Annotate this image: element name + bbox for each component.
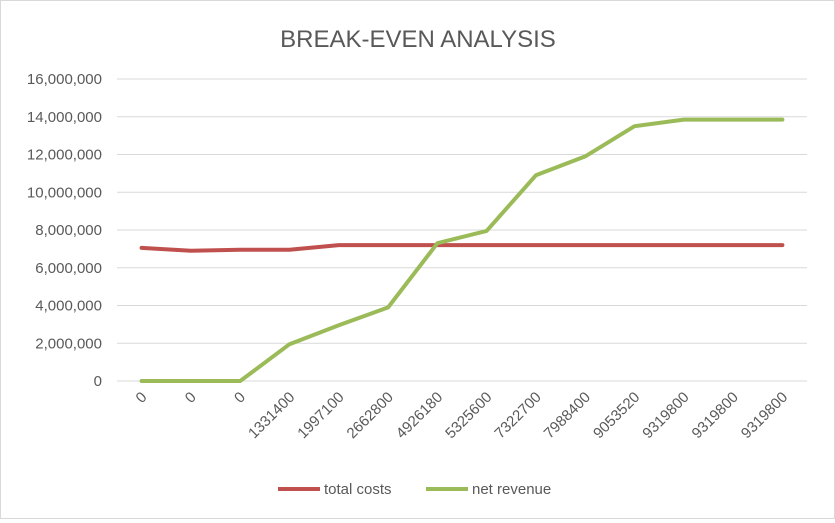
x-tick-label: 9319800 [689,389,742,442]
y-tick-label: 0 [94,373,102,390]
y-tick-label: 10,000,000 [27,184,102,201]
y-tick-label: 16,000,000 [27,71,102,88]
x-tick-label: 9319800 [738,389,791,442]
x-axis: 0 0 01331400199710026628004926180532560073… [133,389,792,442]
x-tick-label: 5325600 [442,389,495,442]
x-tick-label: 9319800 [639,389,692,442]
y-tick-label: 6,000,000 [35,260,102,277]
x-tick-label: 2662800 [344,389,397,442]
x-tick-label: 0 [133,389,151,407]
series-line-net-revenue [139,117,785,383]
legend: total costs net revenue [278,481,551,498]
legend-label: net revenue [472,481,551,498]
x-tick-label: 1331400 [245,389,298,442]
y-tick-label: 2,000,000 [35,335,102,352]
x-tick-label: 0 [231,389,249,407]
x-tick-label: 1997100 [294,389,347,442]
x-tick-label: 7322700 [491,389,544,442]
y-tick-label: 14,000,000 [27,109,102,126]
y-tick-label: 4,000,000 [35,298,102,315]
chart-title: BREAK-EVEN ANALYSIS [280,26,556,53]
x-tick-label: 0 [182,389,200,407]
series-line-total-costs [139,243,785,253]
x-tick-label: 4926180 [393,389,446,442]
x-tick-label: 7988400 [541,389,594,442]
y-tick-label: 12,000,000 [27,147,102,164]
gridlines [117,78,807,344]
x-tick-label: 9053520 [590,389,643,442]
legend-label: total costs [324,481,392,498]
y-tick-label: 8,000,000 [35,222,102,239]
series-lines [139,117,785,383]
